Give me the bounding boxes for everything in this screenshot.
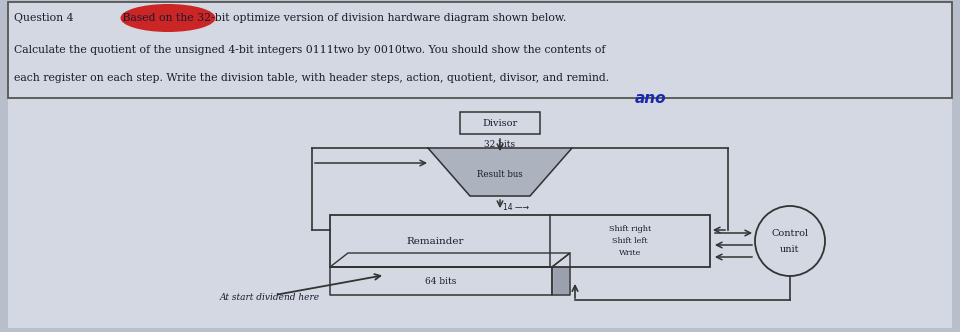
Ellipse shape: [121, 4, 215, 32]
Text: Shift right: Shift right: [609, 225, 651, 233]
FancyBboxPatch shape: [8, 2, 952, 328]
Text: Remainder: Remainder: [406, 236, 464, 245]
Text: Write: Write: [619, 249, 641, 257]
Text: 14 —→: 14 —→: [503, 203, 529, 211]
Polygon shape: [552, 253, 570, 295]
Text: Calculate the quotient of the unsigned 4-bit integers 0111two by 0010two. You sh: Calculate the quotient of the unsigned 4…: [14, 45, 606, 55]
Text: 64 bits: 64 bits: [425, 277, 457, 286]
Bar: [460, 112, 540, 134]
Bar: [330, 215, 710, 267]
Text: Control: Control: [772, 228, 808, 237]
Text: ano: ano: [635, 91, 666, 106]
Text: At start dividend here: At start dividend here: [220, 293, 320, 302]
Text: Result bus: Result bus: [477, 170, 523, 179]
Text: 32 bits: 32 bits: [485, 139, 516, 148]
Polygon shape: [330, 253, 570, 267]
Polygon shape: [330, 267, 552, 295]
Text: Divisor: Divisor: [482, 119, 517, 127]
Polygon shape: [428, 148, 572, 196]
Text: Shift left: Shift left: [612, 237, 648, 245]
Text: Question 4              Based on the 32-bit optimize version of division hardwar: Question 4 Based on the 32-bit optimize …: [14, 13, 566, 23]
Circle shape: [755, 206, 825, 276]
Text: each register on each step. Write the division table, with header steps, action,: each register on each step. Write the di…: [14, 73, 610, 83]
Text: unit: unit: [780, 244, 800, 254]
